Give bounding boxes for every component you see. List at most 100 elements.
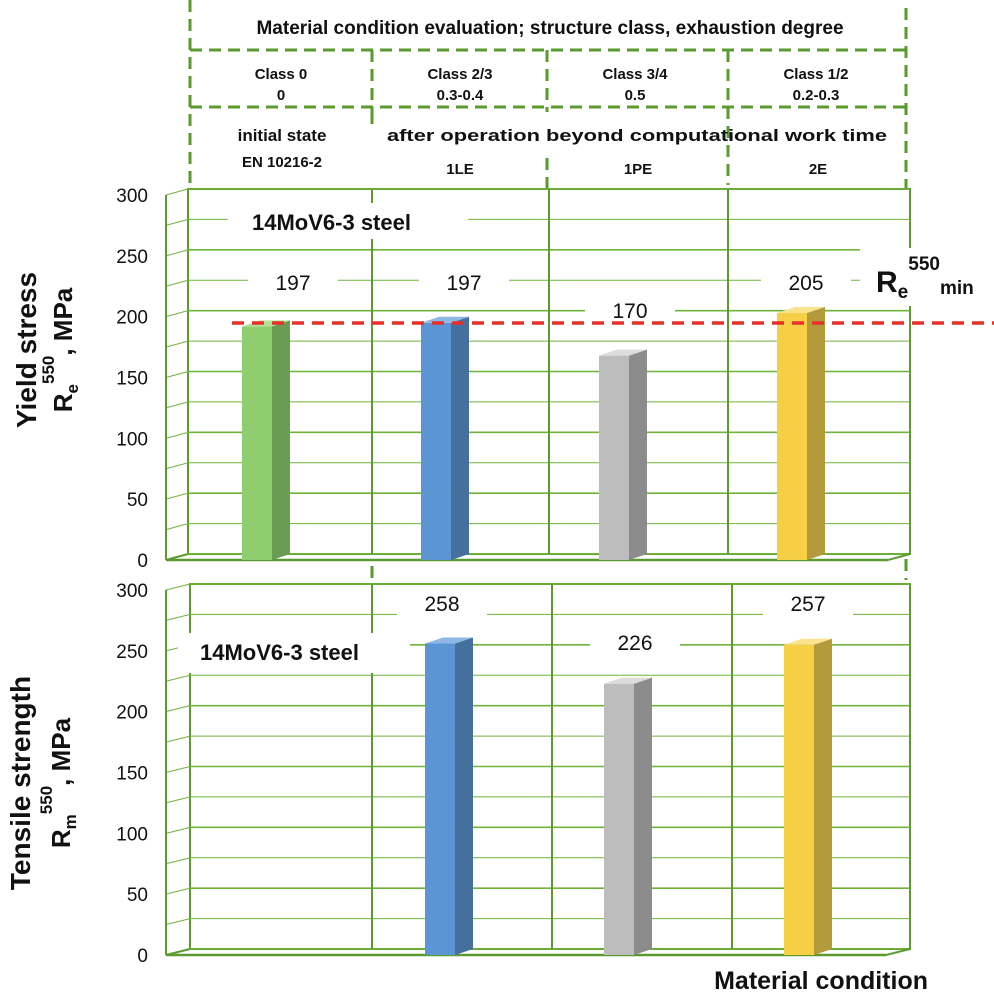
gridline-side (165, 492, 189, 500)
gridline-side (165, 674, 191, 682)
condition-code-3: 2E (809, 161, 827, 178)
value-label-box (763, 586, 853, 622)
y-tick-label: 250 (116, 642, 148, 663)
y-tick-label: 100 (116, 824, 148, 845)
value-label-box (590, 625, 680, 661)
value-label: 226 (617, 632, 652, 655)
ref-sub2: min (940, 278, 974, 299)
tensile-sym: R (46, 829, 76, 848)
value-label-box (419, 265, 509, 301)
class-0-degree: 0 (277, 87, 285, 104)
gridline-side (165, 462, 189, 470)
header-title: Material condition evaluation; structure… (256, 18, 843, 39)
gridline-side (165, 857, 191, 865)
gridline-side (165, 340, 189, 348)
bar-front (604, 683, 634, 955)
class-3-name: Class 1/2 (783, 66, 848, 83)
y-tick-label: 0 (137, 551, 148, 572)
y-tick-label: 100 (116, 429, 148, 450)
tensile-y-ticks: 0 50 100 150 200 250 300 (116, 581, 148, 967)
tensile-y-label-symbol: Rm 550, MPa (37, 717, 80, 848)
y-tick-label: 50 (127, 885, 148, 906)
tensile-bars (425, 637, 832, 955)
header-class-0: Class 0 0 (255, 66, 308, 104)
gridline-side (165, 918, 191, 926)
gridline-side (165, 705, 191, 713)
value-label: 258 (424, 593, 459, 616)
gridline-side (165, 249, 189, 257)
bar-top (784, 638, 832, 645)
initial-state-label: initial state (238, 126, 327, 145)
bar-side (451, 316, 469, 560)
bar-side (272, 320, 290, 560)
class-0-name: Class 0 (255, 66, 308, 83)
yield-sup: 550 (39, 356, 58, 384)
bar-front (784, 644, 814, 955)
class-1-degree: 0.3-0.4 (437, 87, 484, 104)
reference-label: Re 550min (876, 254, 974, 303)
tensile-sub: m (61, 814, 80, 829)
class-1-name: Class 2/3 (427, 66, 492, 83)
yield-sym: R (48, 393, 78, 412)
value-label: 170 (612, 300, 647, 323)
gridline-side (165, 218, 189, 226)
tensile-y-label-main: Tensile strength (5, 676, 36, 890)
ref-sym: R (876, 266, 898, 299)
bar-side (814, 638, 832, 955)
condition-code-2: 1PE (624, 161, 652, 178)
gridline-side (165, 310, 189, 318)
class-2-degree: 0.5 (625, 87, 646, 104)
bar-top (604, 677, 652, 684)
bar-top (599, 349, 647, 356)
gridline-side (165, 431, 189, 439)
value-label: 197 (446, 272, 481, 295)
gridline-side (165, 766, 191, 773)
initial-state-standard: EN 10216-2 (242, 154, 322, 171)
class-2-name: Class 3/4 (602, 66, 668, 83)
condition-code-1: 1LE (446, 161, 474, 178)
gridline-side (165, 371, 189, 378)
gridline-side (165, 583, 191, 591)
bar-top (777, 307, 825, 314)
value-label-box (248, 265, 338, 301)
y-tick-label: 50 (127, 490, 148, 511)
y-tick-label: 300 (116, 186, 148, 207)
gridline-side (165, 279, 189, 287)
gridline-side (165, 826, 191, 834)
value-label: 205 (788, 272, 823, 295)
y-tick-label: 300 (116, 581, 148, 602)
yield-y-label-main: Yield stress (11, 272, 42, 428)
class-3-degree: 0.2-0.3 (793, 87, 840, 104)
gridline-side (165, 401, 189, 409)
bar-front (599, 355, 629, 560)
y-tick-label: 250 (116, 247, 148, 268)
gridline-side (165, 796, 191, 804)
gridline-side (165, 735, 191, 743)
bar-side (634, 677, 652, 955)
y-tick-label: 200 (116, 703, 148, 724)
value-label-box (397, 586, 487, 622)
gridline-side (165, 188, 189, 196)
header-class-2: Class 3/4 0.5 (602, 66, 668, 104)
yield-sub: e (63, 384, 82, 393)
bar-front (777, 313, 807, 560)
ref-sub: e (898, 282, 909, 303)
y-tick-label: 0 (137, 946, 148, 967)
value-label-box (761, 265, 851, 301)
reference-label-box (860, 248, 994, 306)
yield-y-ticks: 0 50 100 150 200 250 300 (116, 186, 148, 572)
bar-side (807, 307, 825, 560)
yield-y-axis-label: Yield stress Re 550, MPa (11, 272, 82, 428)
yield-y-label-symbol: Re 550, MPa (39, 287, 82, 412)
bar-top (425, 637, 473, 644)
tensile-unit: , MPa (46, 717, 76, 785)
yield-title-box (228, 203, 468, 239)
y-tick-label: 200 (116, 308, 148, 329)
header-class-1: Class 2/3 0.3-0.4 (427, 66, 492, 104)
yield-chart-title: 14MoV6-3 steel (252, 210, 411, 235)
y-tick-label: 150 (116, 369, 148, 390)
yield-unit: , MPa (48, 287, 78, 355)
bar-front (425, 643, 455, 955)
